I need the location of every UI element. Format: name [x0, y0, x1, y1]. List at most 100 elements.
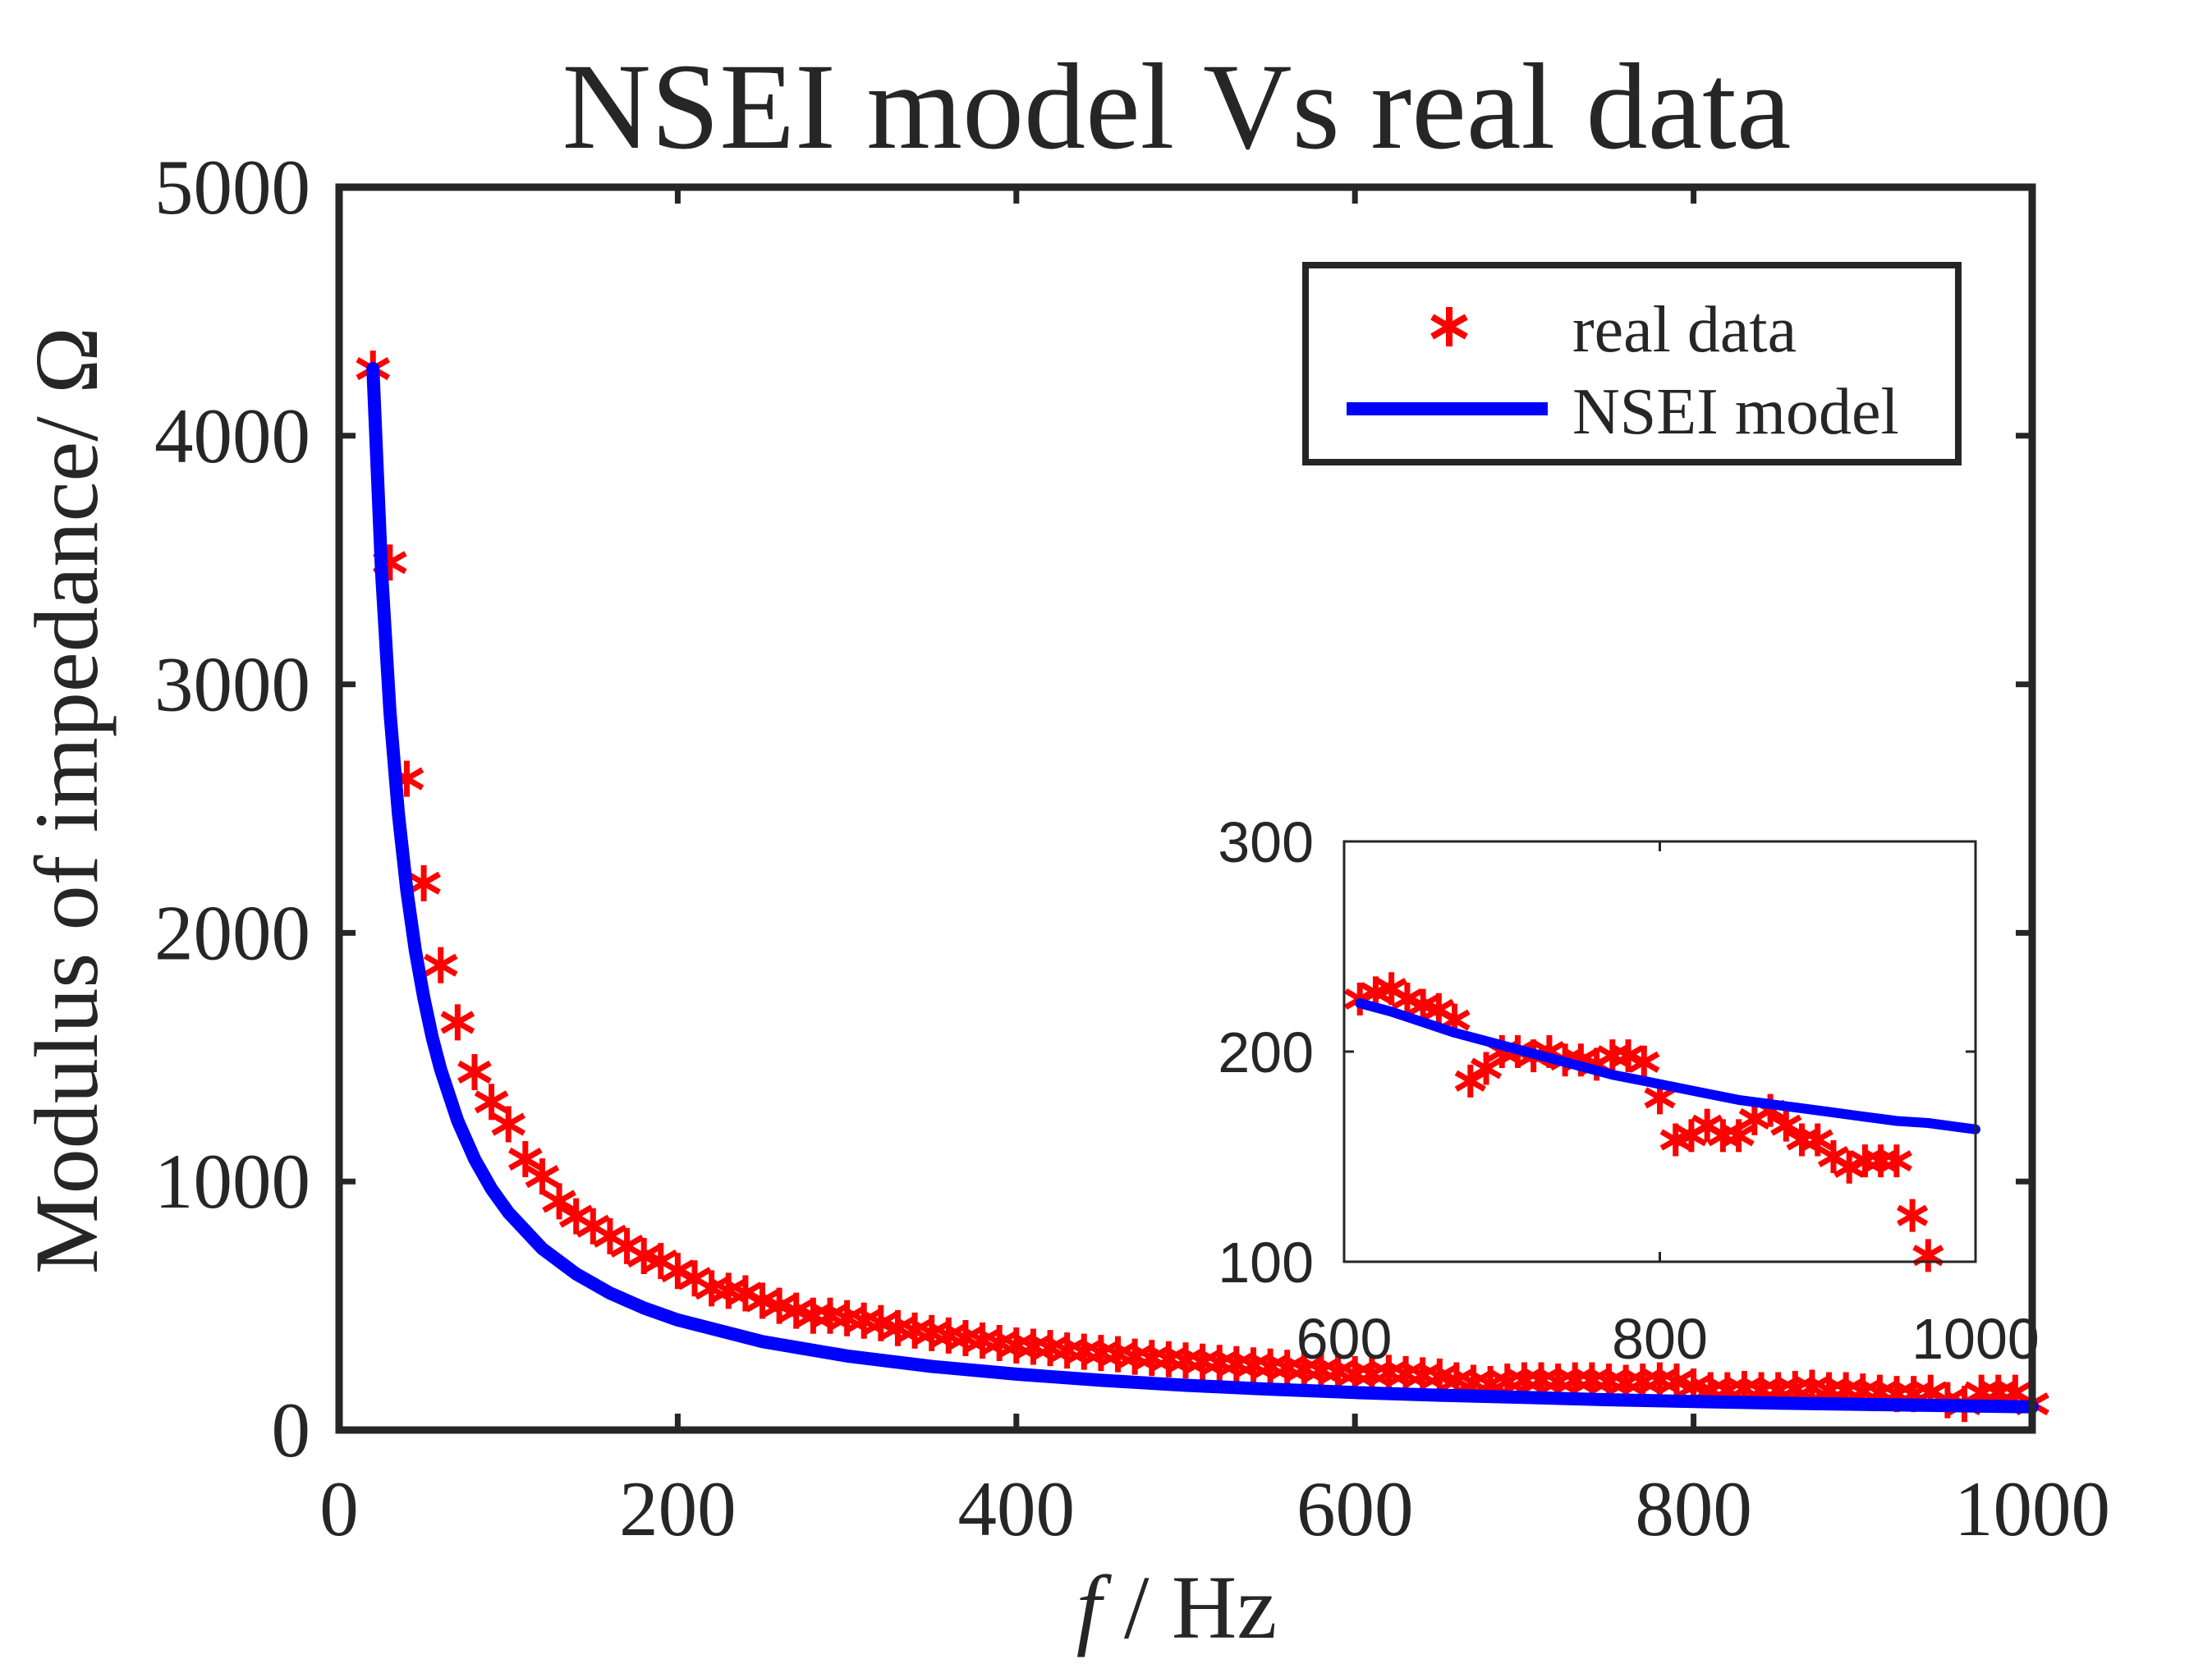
inset-real-data-point-stroke [1407, 994, 1439, 1016]
y-tick-label: 4000 [154, 392, 310, 479]
real-data-point-stroke [491, 1112, 526, 1136]
real-data-point-stroke [948, 1326, 983, 1350]
y-tick-label: 0 [272, 1387, 311, 1474]
inset-real-data-point-stroke [1801, 1129, 1833, 1151]
x-tick-label: 200 [619, 1465, 737, 1552]
real-data-point-stroke [1287, 1357, 1322, 1381]
x-tick-label: 0 [319, 1465, 359, 1552]
real-data-point-stroke [864, 1311, 898, 1335]
inset-real-data-point [1628, 1045, 1660, 1079]
inset-real-data-point [1454, 1064, 1486, 1098]
real-data-point-stroke [1168, 1349, 1203, 1373]
real-data-point-stroke [1236, 1354, 1271, 1377]
y-tick-label: 5000 [154, 144, 310, 231]
real-data-point-stroke [711, 1279, 746, 1303]
real-data-point [508, 1140, 543, 1177]
real-data-point-stroke [1676, 1374, 1711, 1399]
real-data-point [542, 1183, 576, 1220]
real-data-point-stroke [728, 1281, 763, 1305]
inset-real-data-point-stroke [1644, 1087, 1676, 1109]
real-data-point-stroke [880, 1316, 916, 1340]
main-axes-frame [335, 183, 2036, 1434]
inset-plot: 600 800 1000 100 200 300 [1218, 810, 2040, 1371]
real-data-point-stroke [1659, 1369, 1694, 1393]
inset-real-data-point-stroke [1423, 998, 1455, 1020]
real-data-point-stroke [1033, 1336, 1067, 1360]
y-tick-label: 2000 [154, 889, 310, 976]
real-data-point-stroke [1117, 1345, 1152, 1368]
real-data-point-stroke [593, 1224, 627, 1248]
inset-real-data-point [1723, 1119, 1755, 1153]
legend-box [1302, 262, 1962, 465]
inset-real-data-point [1880, 1144, 1912, 1178]
real-data-point-stroke [813, 1304, 847, 1327]
real-data-point-stroke [694, 1277, 729, 1300]
legend-real-data-label: real data [1572, 294, 1797, 366]
inset-real-data-point-stroke [1470, 1057, 1503, 1080]
real-data-point-stroke [1829, 1378, 1863, 1402]
real-data-point-stroke [847, 1309, 882, 1332]
y-axis-label: Modulus of impedance/ Ω [16, 327, 117, 1274]
x-tick-label: 600 [1296, 1465, 1414, 1552]
inset-real-data-point-stroke [1897, 1204, 1929, 1226]
real-data-point-stroke [745, 1289, 780, 1313]
inset-real-data-point-stroke [1691, 1114, 1723, 1136]
inset-y-tick-label: 200 [1218, 1020, 1314, 1084]
real-data-point-stroke [1185, 1350, 1220, 1373]
inset-real-data-point [1770, 1108, 1802, 1142]
real-data-point [457, 1053, 492, 1090]
legend: real data NSEI model [1302, 262, 1962, 465]
inset-background [1344, 841, 1976, 1262]
real-data-point-stroke [1134, 1346, 1169, 1370]
inset-real-data-point-stroke [1454, 1070, 1486, 1092]
real-data-point-stroke [1269, 1356, 1305, 1380]
real-data-point-stroke [1100, 1342, 1136, 1366]
real-data-point-stroke [1591, 1369, 1627, 1393]
real-data-point-stroke [1845, 1380, 1880, 1404]
real-data-point-stroke [762, 1294, 796, 1318]
inset-x-tick-label: 1000 [1911, 1307, 2040, 1371]
real-data-point-stroke [508, 1147, 543, 1171]
inset-real-data-point-stroke [1612, 1045, 1645, 1067]
inset-real-data-point-stroke [1723, 1125, 1755, 1147]
real-data-point-stroke [829, 1306, 865, 1330]
real-data-point-stroke [1304, 1359, 1338, 1382]
inset-real-data-point-stroke [1817, 1145, 1850, 1168]
legend-real-data-marker [1430, 307, 1468, 346]
inset-y-tick-label: 300 [1218, 810, 1314, 874]
real-data-point-stroke [576, 1214, 611, 1238]
real-data-point-stroke [1202, 1351, 1237, 1375]
real-data-point-stroke [1405, 1364, 1440, 1387]
real-data-point-stroke [998, 1334, 1034, 1358]
inset-nsei-model-line [1355, 998, 1980, 1135]
real-data-point-stroke [1320, 1359, 1356, 1383]
inset-y-tick-label: 100 [1218, 1231, 1314, 1295]
inset-real-data-point [1897, 1199, 1929, 1232]
real-data-point [525, 1158, 560, 1195]
legend-real-data-marker-stroke [1430, 314, 1468, 340]
nsei-model-line [366, 362, 2039, 1414]
real-data-point-stroke [1439, 1368, 1474, 1392]
real-data-point-stroke [626, 1245, 661, 1268]
main-plot: 0 200 400 600 800 1000 0 1000 2000 3000 4000 5000 [154, 144, 2110, 1552]
real-data-point-stroke [931, 1323, 966, 1347]
x-axis-label: f / Hz [1076, 1557, 1277, 1657]
inset-real-data-point-stroke [1880, 1150, 1912, 1172]
real-data-point-stroke [1151, 1347, 1186, 1371]
real-data-point-stroke [1016, 1335, 1051, 1359]
real-data-point-stroke [406, 871, 441, 895]
real-data-point-stroke [440, 1011, 475, 1034]
real-data-point-stroke [660, 1259, 695, 1283]
real-data-point-stroke [525, 1165, 560, 1189]
real-data-point [474, 1084, 509, 1121]
inset-real-data-point-stroke [1628, 1051, 1660, 1073]
real-data-point [406, 864, 441, 901]
real-data-point-stroke [982, 1331, 1017, 1355]
real-data-point-stroke [1727, 1377, 1762, 1401]
inset-real-data-point [1470, 1052, 1503, 1085]
inset-x-tick-label: 800 [1612, 1307, 1708, 1371]
real-data-point-stroke [1371, 1361, 1407, 1385]
real-data-point-stroke [1795, 1376, 1829, 1400]
